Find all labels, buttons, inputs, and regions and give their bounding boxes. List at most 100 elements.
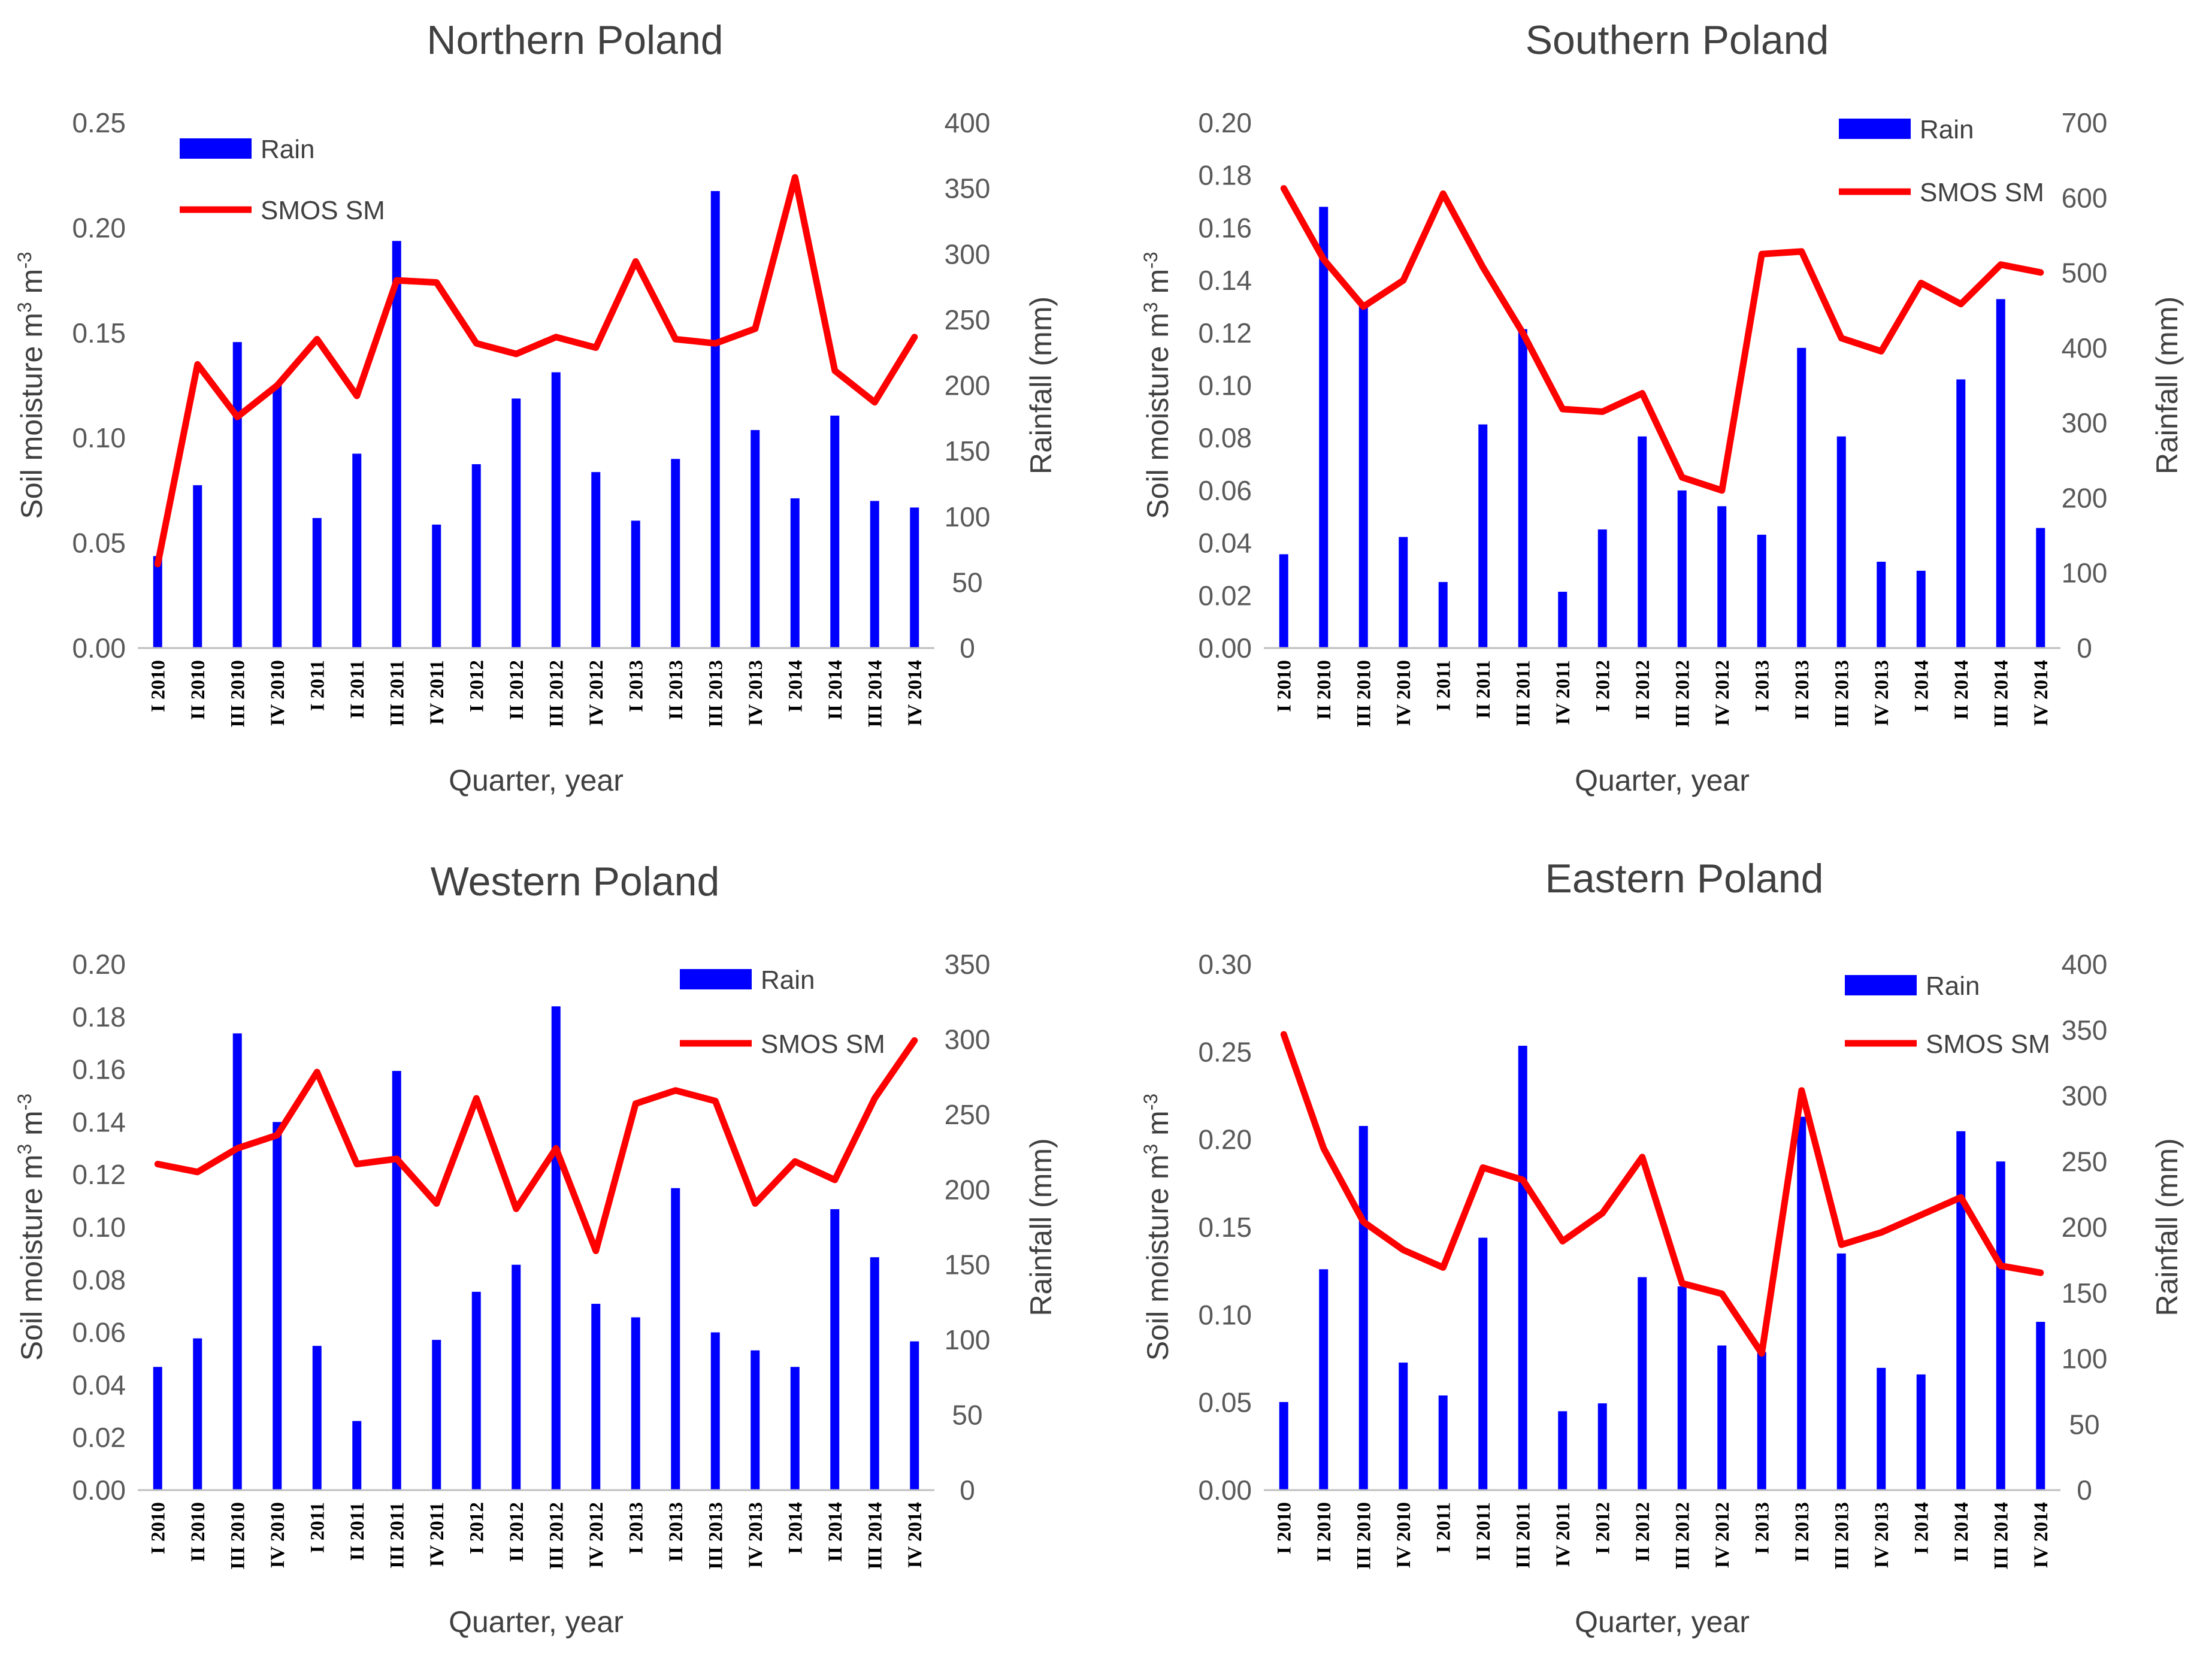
x-tick-label: III 2013: [1831, 1502, 1853, 1570]
rain-bar: [273, 1122, 282, 1490]
rain-bar: [1518, 329, 1527, 648]
smos-sm-point: [1522, 332, 1524, 334]
x-tick-label: I 2013: [1751, 1502, 1773, 1554]
smos-sm-point: [715, 1100, 716, 1102]
x-tick-label: IV 2010: [267, 1502, 289, 1568]
legend-sm-label: SMOS SM: [1926, 1030, 2050, 1059]
smos-sm-point: [874, 1097, 876, 1099]
y-left-tick-label: 0.15: [72, 317, 126, 349]
smos-sm-point: [1920, 1214, 1922, 1216]
y-left-tick-label: 0.02: [72, 1422, 126, 1453]
rain-bar: [312, 517, 322, 648]
x-tick-label: I 2011: [307, 660, 328, 711]
x-tick-label: IV 2013: [1871, 1502, 1893, 1568]
x-tick-label: I 2013: [625, 660, 647, 712]
x-tick-label: IV 2010: [1393, 1502, 1415, 1568]
y-right-tick-label: 300: [945, 1024, 991, 1055]
smos-sm-point: [435, 1203, 437, 1204]
rain-bar: [1916, 570, 1926, 648]
y-right-tick-label: 600: [2062, 182, 2108, 213]
rain-bar: [1717, 1345, 1727, 1490]
x-tick-label: II 2011: [1473, 1502, 1494, 1561]
chart-panel-0: Northern Poland 0.00 0.05 0.10 0.15 0.20 0.25 0…: [14, 17, 1058, 797]
y-right-tick-label: 0: [960, 632, 975, 664]
rain-bar: [273, 385, 282, 648]
x-tick-label: IV 2013: [745, 660, 767, 726]
x-tick-label: I 2014: [1911, 660, 1932, 712]
smos-sm-point: [237, 416, 238, 418]
x-tick-label: IV 2011: [426, 660, 448, 725]
smos-sm-point: [1880, 1231, 1882, 1233]
y-right-tick-label: 50: [952, 1400, 982, 1431]
smos-sm-point: [1721, 489, 1723, 491]
smos-sm-point: [476, 343, 477, 344]
smos-sm-point: [157, 563, 159, 565]
y-right-axis-label: Rainfall (mm): [1024, 1138, 1058, 1316]
rain-bar: [1399, 1363, 1408, 1490]
rain-bar: [671, 1188, 680, 1490]
smos-sm-line: [1280, 1031, 2044, 1357]
x-tick-label: I 2012: [1592, 660, 1614, 712]
y-right-tick-label: 300: [2062, 407, 2108, 438]
smos-sm-point: [635, 1103, 637, 1104]
y-left-tick-label: 0.06: [1198, 475, 1252, 506]
smos-sm-point: [794, 1161, 796, 1163]
rain-bar: [193, 485, 202, 648]
rain-bar: [352, 453, 362, 648]
y-right-tick-label: 100: [945, 1324, 991, 1355]
smos-sm-point: [1363, 305, 1364, 307]
smos-sm-line: [1280, 185, 2044, 494]
y-left-tick-label: 0.30: [1198, 949, 1252, 980]
rain-bar: [1478, 1237, 1488, 1490]
rain-bar: [1677, 490, 1687, 648]
x-tick-label: I 2013: [1751, 660, 1773, 712]
legend-rain-swatch: [1839, 119, 1911, 139]
x-axis-label: Quarter, year: [1575, 1605, 1750, 1639]
y-left-tick-label: 0.08: [1198, 422, 1252, 453]
y-left-tick-label: 0.16: [1198, 212, 1252, 243]
y-right-tick-label: 200: [2062, 1212, 2108, 1243]
x-tick-label: II 2014: [1951, 660, 1972, 720]
smos-sm-point: [1402, 1249, 1404, 1251]
rain-bar: [392, 1071, 401, 1490]
y-left-tick-label: 0.04: [72, 1369, 126, 1400]
rain-bar: [392, 241, 401, 648]
rain-bar: [471, 1291, 481, 1490]
y-right-tick-label: 100: [2062, 558, 2108, 589]
y-left-axis-label: Soil moisture m3 m-3: [1140, 252, 1175, 519]
smos-sm-point: [356, 395, 358, 397]
y-right-tick-label: 350: [945, 949, 991, 980]
y-right-tick-label: 250: [945, 1099, 991, 1130]
chart-title: Western Poland: [431, 859, 720, 904]
y-left-tick-label: 0.15: [1198, 1212, 1252, 1243]
rain-bar: [2036, 528, 2045, 648]
x-tick-label: II 2014: [825, 660, 846, 720]
chart-panel-2: Western Poland 0.00 0.02 0.04 0.06 0.08 0.10 0.…: [14, 859, 1058, 1639]
rain-bar: [471, 464, 481, 648]
rain-bar: [432, 524, 441, 648]
x-tick-label: IV 2014: [904, 660, 926, 726]
smos-sm-point: [913, 1040, 915, 1042]
rain-bar: [1638, 1277, 1647, 1490]
y-right-axis-label: Rainfall (mm): [1024, 296, 1058, 474]
smos-sm-point: [1283, 1034, 1285, 1036]
legend-sm-label: SMOS SM: [761, 1030, 885, 1059]
x-tick-label: I 2010: [1273, 660, 1295, 712]
x-tick-label: IV 2014: [904, 1502, 926, 1568]
x-tick-label: I 2010: [1273, 1502, 1295, 1554]
smos-sm-point: [1681, 476, 1683, 478]
rain-bar: [591, 472, 601, 648]
smos-sm-point: [1761, 1352, 1763, 1354]
smos-sm-point: [1442, 1267, 1444, 1269]
y-right-tick-label: 700: [2062, 107, 2108, 138]
y-left-tick-label: 0.02: [1198, 580, 1252, 611]
rain-bar: [910, 1341, 919, 1490]
rain-bar: [1717, 506, 1727, 648]
rain-bar: [1836, 1253, 1846, 1490]
x-tick-label: III 2010: [1353, 660, 1375, 728]
y-right-tick-label: 250: [945, 304, 991, 335]
y-left-tick-label: 0.16: [72, 1054, 126, 1085]
smos-sm-point: [1602, 1212, 1603, 1214]
smos-sm-point: [1522, 1179, 1524, 1180]
